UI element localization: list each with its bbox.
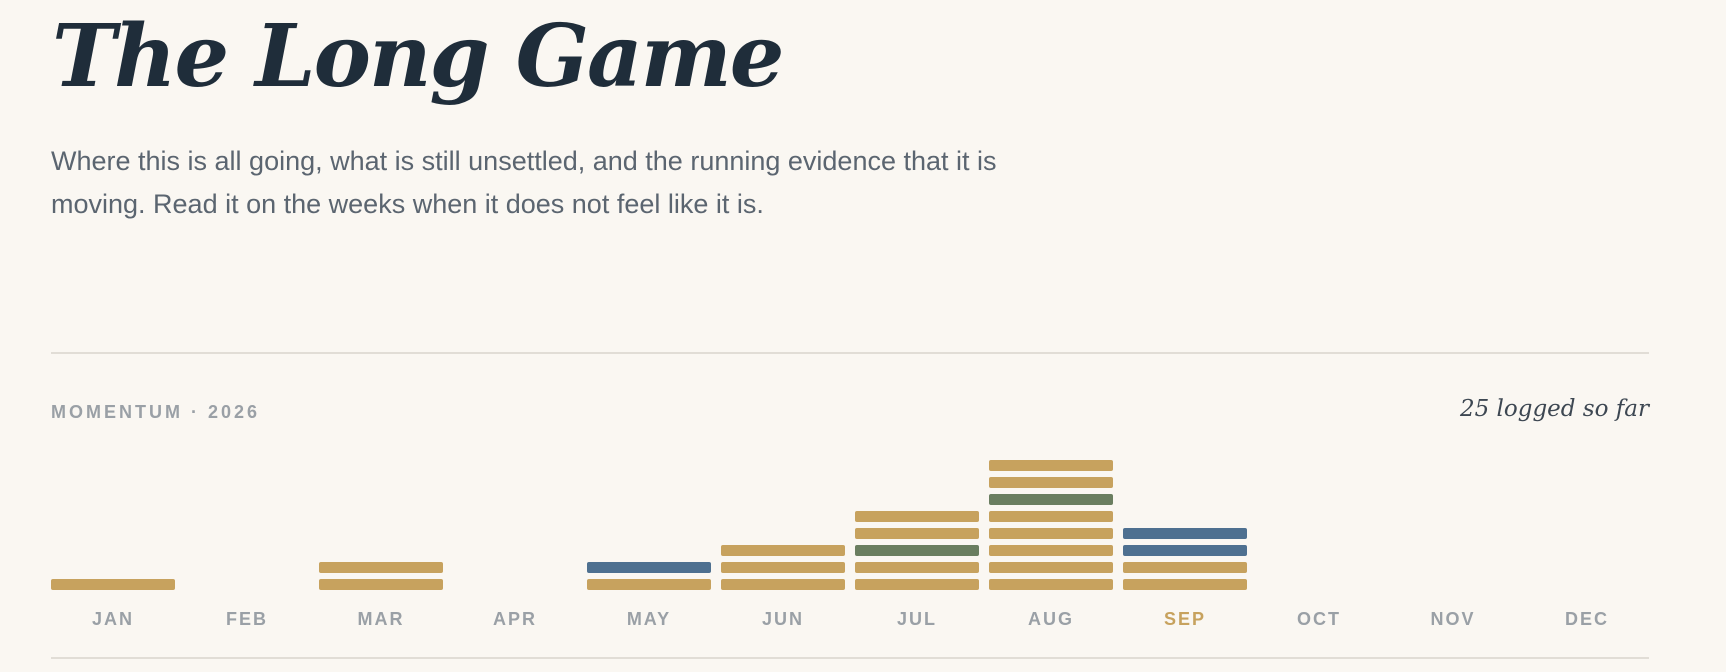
page-subtitle: Where this is all going, what is still u…: [51, 146, 997, 219]
bar-block-may-1: [587, 579, 711, 590]
bottom-divider: [51, 657, 1649, 659]
bar-block-aug-4: [989, 528, 1113, 539]
bar-block-jul-5: [855, 511, 979, 522]
month-label-dec: DEC: [1565, 609, 1609, 629]
bar-block-jun-3: [721, 545, 845, 556]
bar-block-sep-2: [1123, 562, 1247, 573]
month-label-feb: FEB: [226, 609, 268, 629]
bar-block-jul-4: [855, 528, 979, 539]
month-label-sep: SEP: [1164, 609, 1206, 629]
bar-block-aug-8: [989, 460, 1113, 471]
bar-block-aug-6: [989, 494, 1113, 505]
bar-block-aug-7: [989, 477, 1113, 488]
bar-block-jun-2: [721, 562, 845, 573]
bar-block-jan-1: [51, 579, 175, 590]
month-label-apr: APR: [493, 609, 537, 629]
bar-block-sep-4: [1123, 528, 1247, 539]
month-label-aug: AUG: [1028, 609, 1074, 629]
bar-block-aug-1: [989, 579, 1113, 590]
bar-block-jul-3: [855, 545, 979, 556]
momentum-chart: JAN FEB MAR APR MAY JUN JUL AUG SEP OCT NOV DEC: [51, 440, 1649, 650]
bar-block-sep-1: [1123, 579, 1247, 590]
top-divider: [51, 352, 1649, 354]
momentum-chart-svg: JAN FEB MAR APR MAY JUN JUL AUG SEP OCT NOV DEC: [51, 460, 1609, 629]
bar-block-jun-1: [721, 579, 845, 590]
bar-block-mar-1: [319, 579, 443, 590]
bar-block-aug-3: [989, 545, 1113, 556]
month-label-jun: JUN: [762, 609, 804, 629]
logged-count-note: 25 logged so far: [1459, 396, 1649, 422]
month-label-may: MAY: [627, 609, 671, 629]
momentum-label: MOMENTUM · 2026: [51, 402, 261, 422]
month-label-jul: JUL: [897, 609, 937, 629]
bar-block-jul-2: [855, 562, 979, 573]
month-label-jan: JAN: [92, 609, 134, 629]
month-label-nov: NOV: [1430, 609, 1475, 629]
month-label-oct: OCT: [1297, 609, 1341, 629]
page-title: The Long Game: [52, 6, 784, 107]
bar-block-jul-1: [855, 579, 979, 590]
bar-block-aug-5: [989, 511, 1113, 522]
month-label-mar: MAR: [358, 609, 405, 629]
bar-block-mar-2: [319, 562, 443, 573]
bar-block-may-2: [587, 562, 711, 573]
bar-block-sep-3: [1123, 545, 1247, 556]
bar-block-aug-2: [989, 562, 1113, 573]
